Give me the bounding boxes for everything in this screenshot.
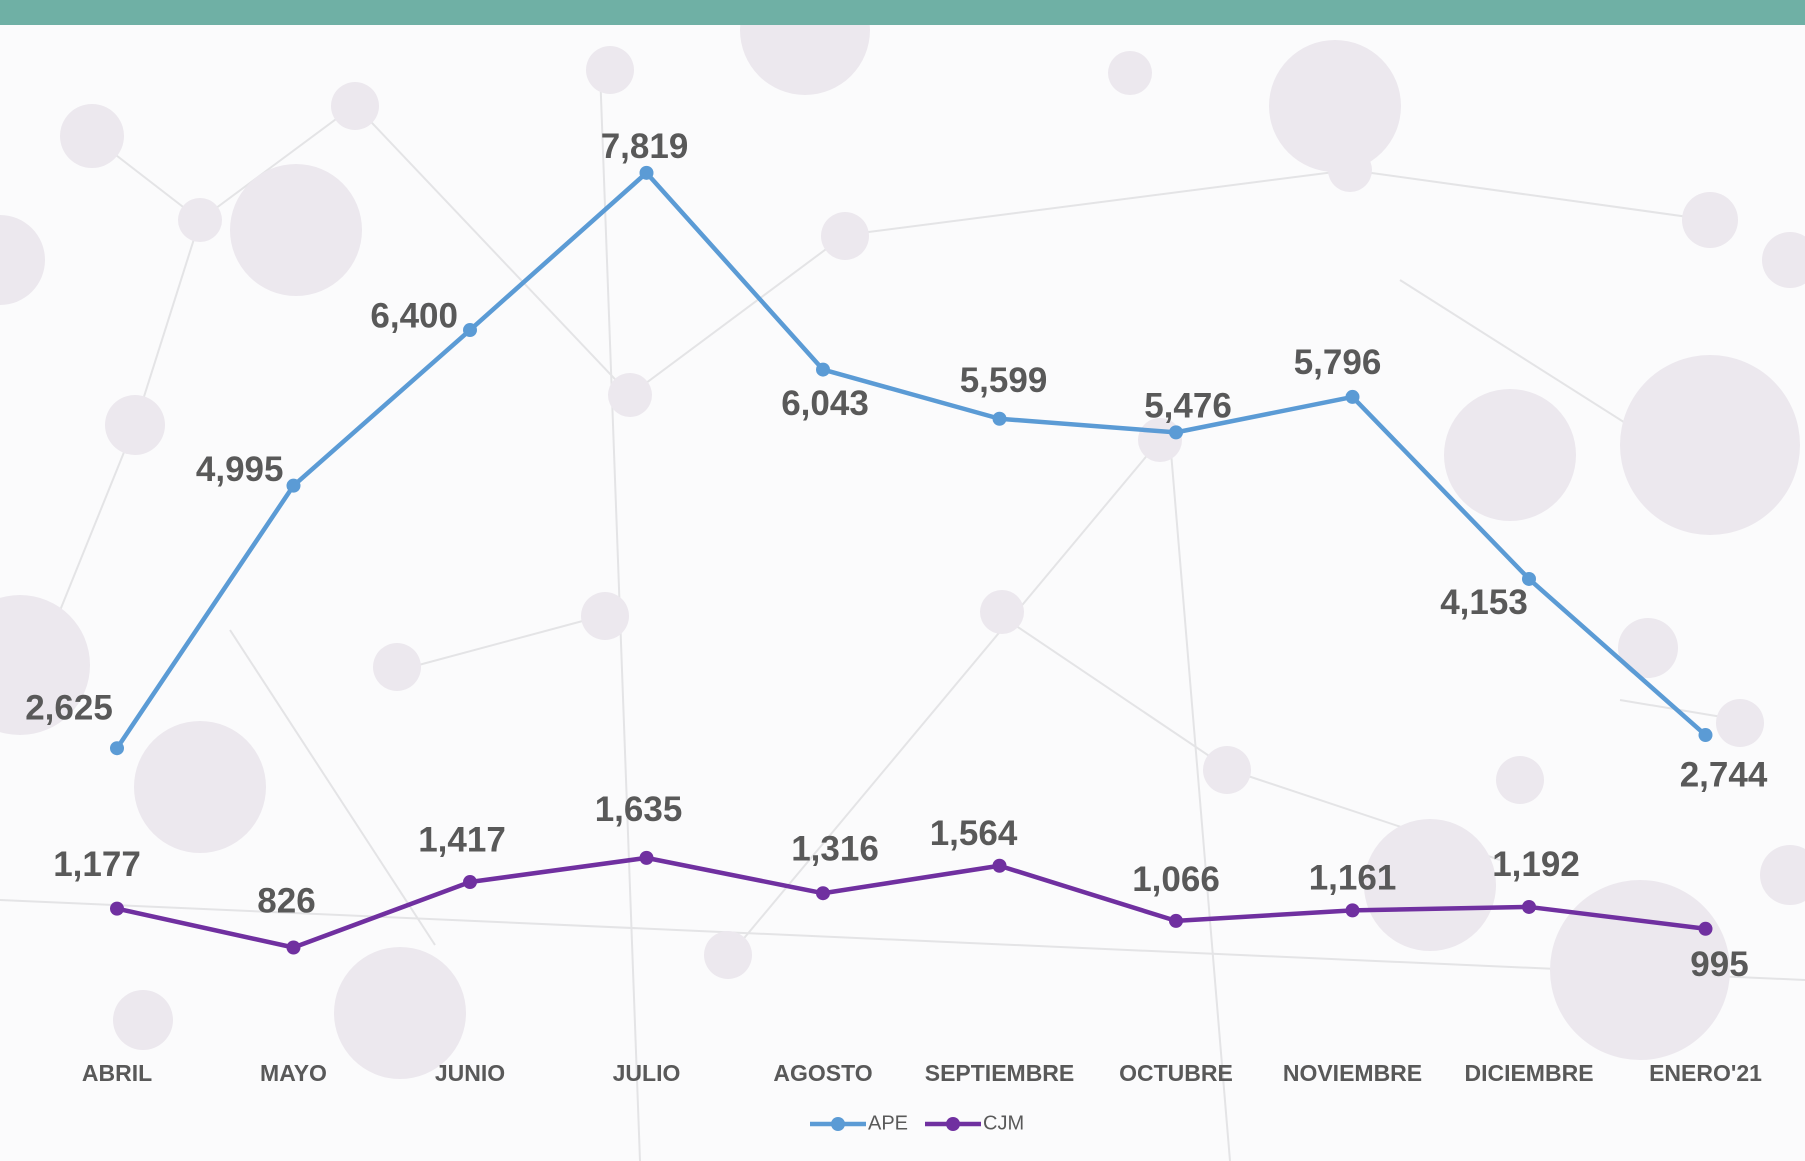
- data-label: 2,625: [25, 688, 113, 727]
- x-tick-label: NOVIEMBRE: [1283, 1060, 1422, 1086]
- x-tick-label: ENERO'21: [1649, 1060, 1762, 1086]
- legend-label: CJM: [983, 1112, 1024, 1134]
- data-label: 1,177: [53, 845, 141, 884]
- data-point: [1169, 425, 1183, 439]
- chart: ABRIL MAYO JUNIO JULIO AGOSTO SEPTIEMBRE OCTUB…: [0, 0, 1805, 1161]
- x-tick-label: MAYO: [260, 1060, 327, 1086]
- data-point: [287, 479, 301, 493]
- data-point: [640, 166, 654, 180]
- data-point: [1169, 914, 1183, 928]
- data-label: 6,043: [781, 384, 869, 423]
- data-label: 6,400: [370, 296, 458, 335]
- data-point: [640, 851, 654, 865]
- header-bar: [0, 0, 1805, 25]
- data-label: 5,476: [1144, 387, 1232, 426]
- legend-marker: [946, 1117, 960, 1131]
- data-point: [816, 363, 830, 377]
- data-label: 1,635: [595, 790, 683, 829]
- x-tick-label: DICIEMBRE: [1464, 1060, 1593, 1086]
- x-tick-label: AGOSTO: [773, 1060, 872, 1086]
- data-point: [1699, 728, 1713, 742]
- x-tick-label: ABRIL: [82, 1060, 152, 1086]
- data-point: [993, 412, 1007, 426]
- data-label: 4,153: [1440, 583, 1528, 622]
- data-label: 1,316: [791, 829, 879, 868]
- data-label: 4,995: [196, 450, 284, 489]
- data-point: [1522, 900, 1536, 914]
- data-label: 1,066: [1132, 860, 1220, 899]
- data-point: [110, 741, 124, 755]
- data-point: [1699, 922, 1713, 936]
- data-label: 1,564: [930, 814, 1018, 853]
- data-label: 2,744: [1680, 755, 1768, 794]
- data-point: [463, 875, 477, 889]
- x-tick-label: OCTUBRE: [1119, 1060, 1233, 1086]
- data-point: [993, 859, 1007, 873]
- data-point: [816, 886, 830, 900]
- data-point: [1346, 390, 1360, 404]
- data-point: [1346, 903, 1360, 917]
- data-point: [110, 902, 124, 916]
- legend-label: APE: [868, 1112, 908, 1134]
- data-point: [463, 323, 477, 337]
- data-label: 7,819: [601, 127, 689, 166]
- data-point: [287, 940, 301, 954]
- data-label: 1,417: [418, 820, 506, 859]
- data-label: 5,599: [960, 361, 1048, 400]
- data-label: 826: [257, 882, 315, 921]
- x-tick-label: SEPTIEMBRE: [925, 1060, 1075, 1086]
- legend-marker: [831, 1117, 845, 1131]
- data-label: 5,796: [1294, 343, 1382, 382]
- data-label: 1,192: [1492, 845, 1580, 884]
- x-tick-label: JUNIO: [435, 1060, 505, 1086]
- x-tick-label: JULIO: [613, 1060, 681, 1086]
- data-label: 995: [1690, 945, 1748, 984]
- data-label: 1,161: [1309, 859, 1397, 898]
